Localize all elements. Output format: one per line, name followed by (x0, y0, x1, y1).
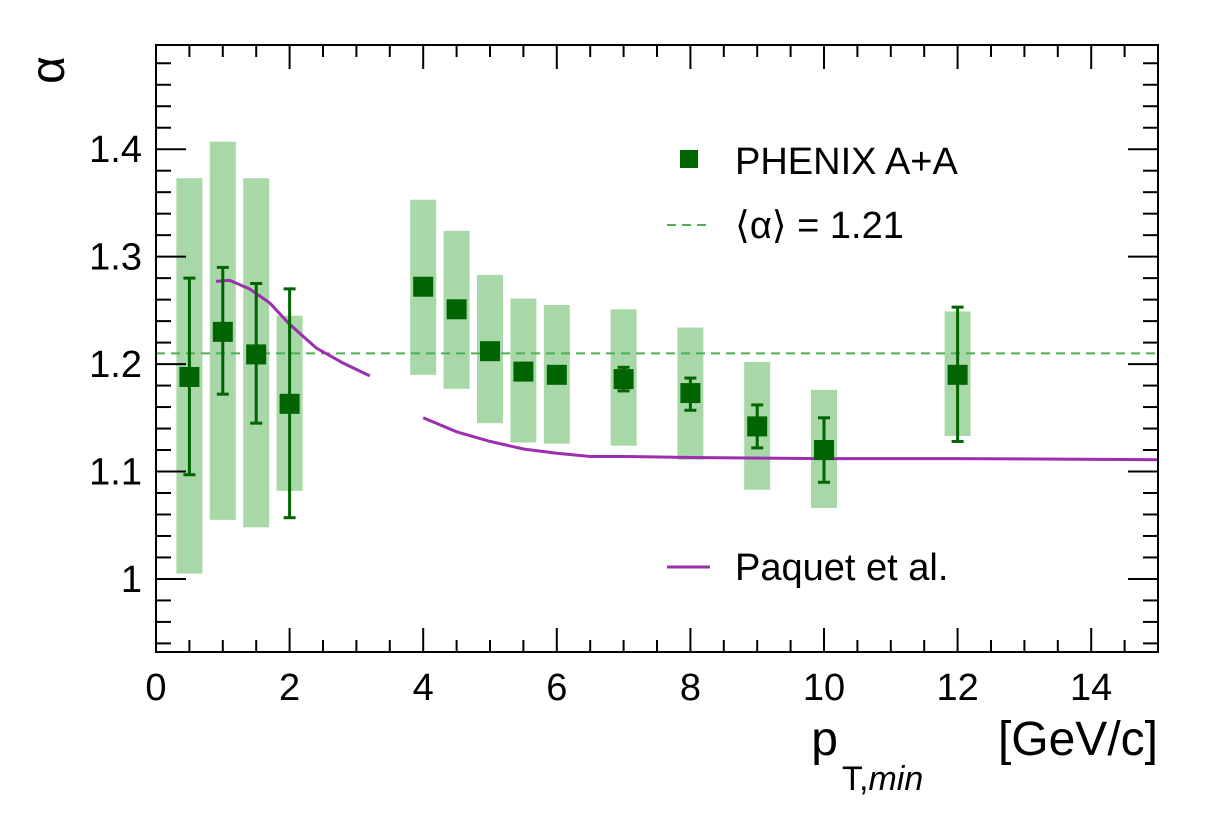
data-point (179, 366, 200, 387)
legend-label-phenix: PHENIX A+A (735, 141, 958, 183)
x-tick-label: 2 (279, 667, 300, 709)
x-tick-label: 12 (936, 667, 978, 709)
data-markers (179, 276, 968, 461)
data-point (947, 364, 968, 385)
data-point (279, 393, 300, 414)
data-point (480, 341, 500, 362)
x-tick-label: 14 (1070, 667, 1112, 709)
legend-label-mean: ⟨α⟩ = 1.21 (735, 205, 904, 247)
tick-labels: 0 2 4 6 8 10 12 14 1 1.1 1.2 1.3 1.4 (89, 129, 1112, 709)
x-tick-label: 6 (546, 667, 567, 709)
y-tick-label: 1.1 (89, 452, 142, 494)
data-point (747, 416, 768, 437)
x-axis-sub-T: T, (842, 760, 868, 798)
legend: PHENIX A+A ⟨α⟩ = 1.21 Paquet et al. (667, 141, 958, 589)
y-tick-label: 1.3 (89, 237, 142, 279)
paquet-curve-segment (422, 416, 1159, 462)
y-tick-label: 1 (121, 559, 142, 601)
legend-label-paquet: Paquet et al. (735, 547, 948, 589)
x-tick-label: 4 (413, 667, 434, 709)
data-point (446, 299, 467, 320)
x-axis-title: p T,min [GeV/c] (811, 713, 1158, 798)
y-tick-label: 1.2 (89, 344, 142, 386)
data-point (613, 369, 634, 390)
x-axis-title-symbol: p (811, 713, 838, 766)
paquet-curve (215, 278, 1159, 462)
data-point (814, 440, 834, 461)
data-point (413, 276, 434, 297)
data-point (212, 321, 233, 342)
data-point (513, 361, 534, 382)
axis-ticks (155, 45, 1159, 652)
data-point (246, 344, 267, 365)
paquet-curve-segment (215, 278, 371, 378)
legend-marker-phenix (680, 150, 698, 168)
plot-frame (155, 44, 1159, 653)
x-tick-label: 0 (145, 667, 166, 709)
x-axis-title-subscript: T,min (842, 760, 923, 798)
x-axis-title-unit: [GeV/c] (998, 713, 1158, 766)
data-point (546, 364, 567, 385)
y-tick-label: 1.4 (89, 129, 142, 171)
data-point (680, 383, 701, 404)
x-tick-label: 10 (803, 667, 845, 709)
x-tick-label: 8 (680, 667, 701, 709)
y-axis-title: α (22, 56, 75, 84)
x-axis-sub-min: min (868, 760, 923, 798)
